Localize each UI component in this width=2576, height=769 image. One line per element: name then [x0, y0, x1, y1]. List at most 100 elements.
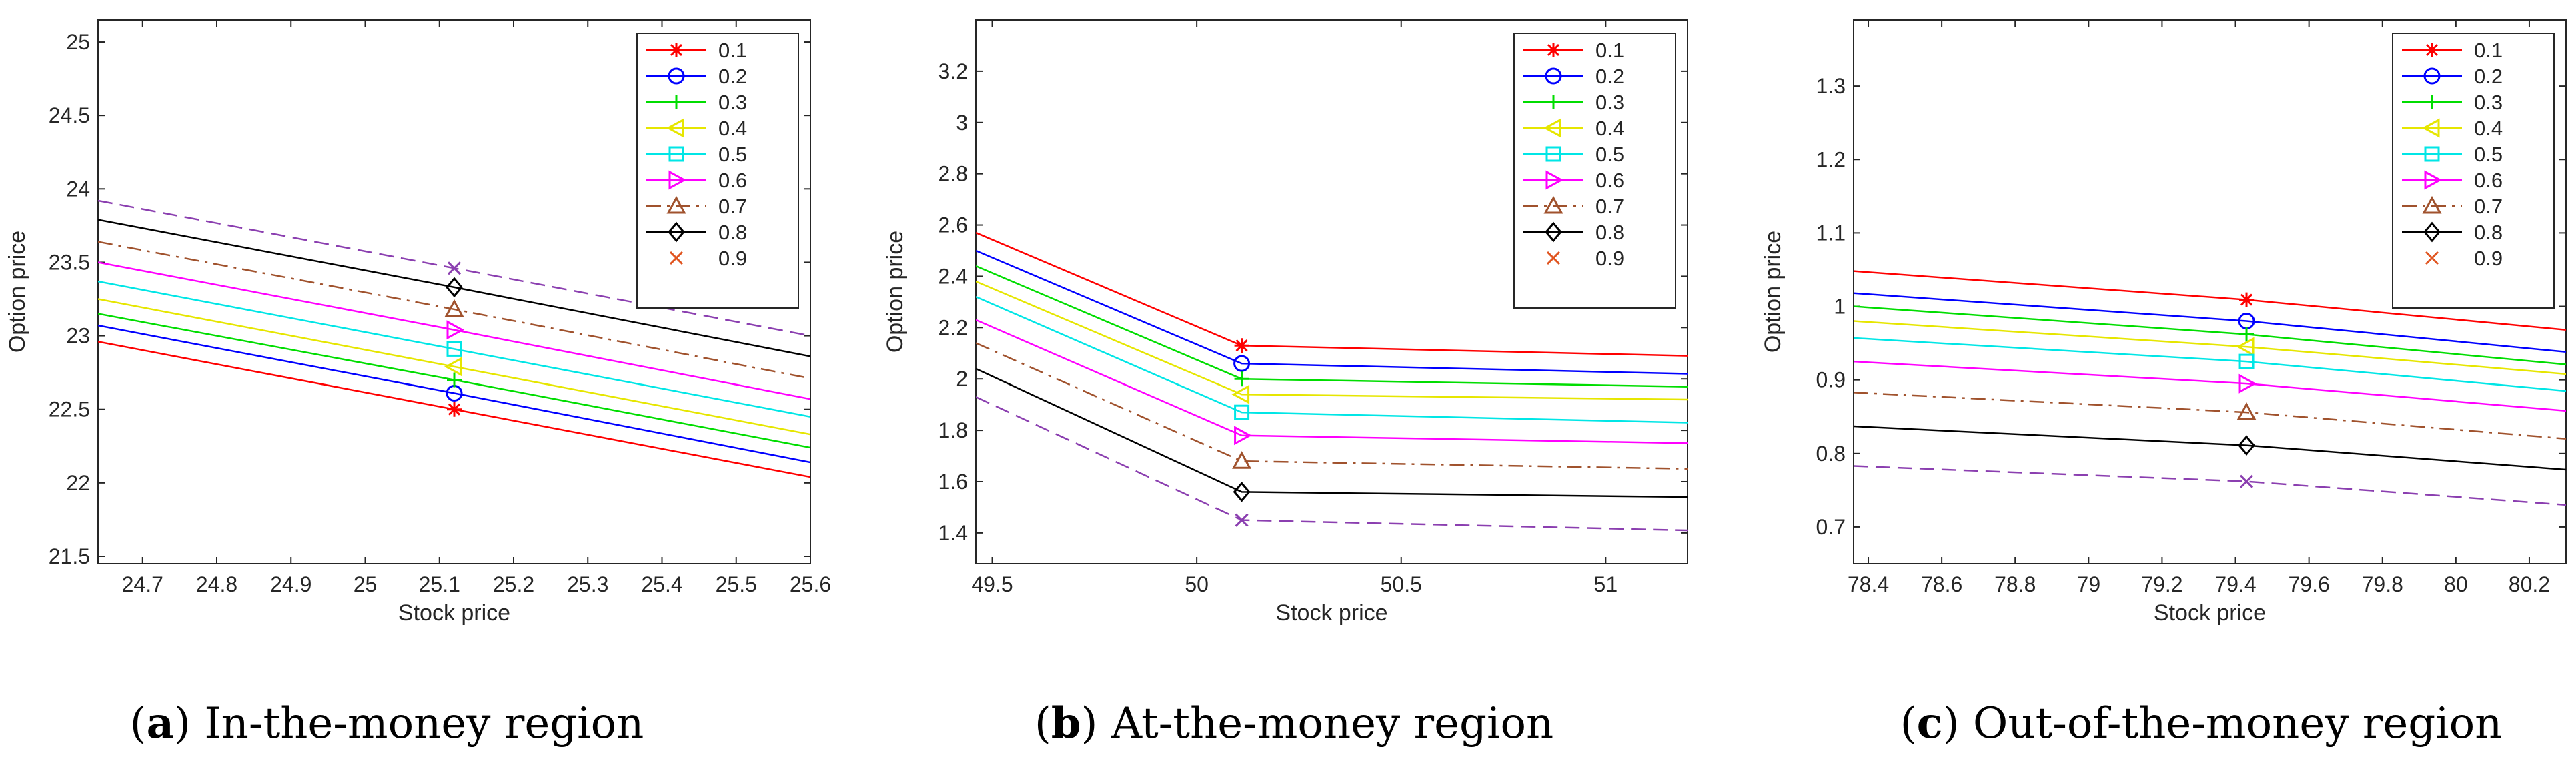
x-tick-label: 78.8 — [1994, 572, 2036, 596]
y-axis-label: Option price — [1760, 231, 1786, 353]
x-tick-label: 79.6 — [2288, 572, 2329, 596]
legend-marker — [1546, 43, 1561, 57]
y-tick-label: 1 — [1834, 295, 1846, 319]
legend-label: 0.6 — [718, 169, 747, 192]
series-line-4 — [976, 280, 1688, 401]
legend-label: 0.1 — [1595, 39, 1624, 62]
legend-marker — [2421, 118, 2440, 138]
y-tick-label: 3 — [956, 111, 968, 135]
x-tick-label: 50 — [1185, 572, 1209, 596]
caption-c-letter: c — [1916, 698, 1943, 748]
y-tick-label: 2 — [956, 367, 968, 391]
x-axis-label: Stock price — [2154, 600, 2266, 626]
y-tick-label: 23 — [66, 324, 90, 348]
series-marker-3 — [2239, 327, 2255, 342]
legend-marker — [668, 67, 685, 85]
series-marker-1 — [447, 402, 462, 417]
series-line-9 — [1854, 465, 2566, 506]
x-tick-label: 79.2 — [2141, 572, 2182, 596]
x-tick-label: 78.6 — [1921, 572, 1962, 596]
series-line-7 — [98, 241, 810, 379]
y-tick-label: 3.2 — [938, 59, 968, 83]
series-line-2 — [98, 324, 810, 464]
y-tick-label: 2.8 — [938, 162, 968, 186]
legend-label: 0.6 — [2474, 169, 2503, 192]
caption-b-text: At-the-money region — [1111, 699, 1554, 748]
series-marker-9 — [1235, 513, 1249, 527]
y-tick-label: 2.6 — [938, 213, 968, 237]
legend-marker — [1546, 251, 1561, 265]
x-axis-label: Stock price — [1275, 600, 1387, 626]
legend-marker — [669, 95, 684, 109]
y-tick-label: 24.5 — [49, 103, 90, 127]
caption-a: (a) In-the-money region — [129, 698, 644, 748]
series-line-6 — [1854, 360, 2566, 412]
y-tick-label: 1.4 — [938, 521, 968, 545]
series-marker-4 — [1231, 384, 1250, 404]
series-marker-8 — [446, 277, 463, 298]
series-marker-4 — [2236, 337, 2255, 357]
y-tick-label: 21.5 — [49, 544, 90, 568]
y-tick-label: 0.9 — [1816, 368, 1846, 392]
series-marker-4 — [444, 357, 462, 377]
legend-marker — [2425, 43, 2439, 57]
legend-marker — [666, 195, 686, 214]
x-tick-label: 25.6 — [790, 572, 831, 596]
legend-marker — [669, 251, 684, 265]
y-tick-label: 23.5 — [49, 250, 90, 274]
legend-label: 0.8 — [718, 221, 747, 244]
legend-label: 0.4 — [1595, 117, 1624, 140]
legend-marker — [2422, 195, 2442, 214]
legend-box — [1513, 33, 1676, 309]
y-tick-label: 24 — [66, 177, 90, 201]
series-marker-7 — [444, 299, 464, 317]
series-line-7 — [1854, 392, 2566, 440]
series-marker-6 — [1234, 426, 1252, 446]
legend-label: 0.5 — [1595, 143, 1624, 166]
y-axis-label: Option price — [882, 231, 908, 353]
series-line-6 — [976, 319, 1688, 444]
legend-label: 0.3 — [2474, 91, 2503, 114]
y-tick-label: 2.4 — [938, 264, 968, 288]
series-marker-1 — [1234, 338, 1249, 353]
legend-marker — [668, 170, 687, 190]
series-marker-6 — [2238, 373, 2257, 394]
series-marker-9 — [447, 261, 462, 275]
legend-marker — [1545, 170, 1564, 190]
legend-marker — [1546, 95, 1561, 109]
legend-label: 0.4 — [718, 117, 747, 140]
series-line-5 — [98, 280, 810, 418]
legend-label: 0.2 — [2474, 65, 2503, 88]
legend-label: 0.9 — [2474, 247, 2503, 270]
legend-label: 0.1 — [718, 39, 747, 62]
series-marker-6 — [446, 320, 465, 340]
series-line-7 — [976, 342, 1688, 470]
legend-label: 0.5 — [718, 143, 747, 166]
y-axis-label: Option price — [5, 231, 30, 353]
x-tick-label: 25.3 — [567, 572, 608, 596]
x-tick-label: 25.2 — [493, 572, 534, 596]
x-tick-label: 80.2 — [2509, 572, 2550, 596]
series-line-4 — [1854, 320, 2566, 375]
y-tick-label: 1.1 — [1816, 221, 1846, 245]
series-line-6 — [98, 261, 810, 400]
y-tick-label: 1.2 — [1816, 147, 1846, 171]
chart-panel-2: 49.5 50 50.5 51 1.4 1.6 1.8 2 2.2 2.4 2.6 2.8 3 3.2 St… — [882, 19, 1688, 626]
legend-marker — [2423, 221, 2441, 243]
legend-marker — [2425, 95, 2439, 109]
x-tick-label: 79.8 — [2362, 572, 2403, 596]
x-tick-label: 25.5 — [716, 572, 757, 596]
x-tick-label: 79 — [2077, 572, 2101, 596]
legend-label: 0.5 — [2474, 143, 2503, 166]
legend-marker — [1545, 146, 1561, 162]
legend-label: 0.9 — [1595, 247, 1624, 270]
series-group — [976, 231, 1688, 532]
y-tick-label: 22 — [66, 471, 90, 495]
legend-label: 0.7 — [2474, 195, 2503, 218]
x-tick-label: 49.5 — [971, 572, 1013, 596]
caption-a-letter: a — [146, 698, 175, 748]
legend-marker — [669, 43, 684, 57]
series-marker-8 — [2238, 435, 2256, 456]
y-tick-label: 1.8 — [938, 418, 968, 442]
